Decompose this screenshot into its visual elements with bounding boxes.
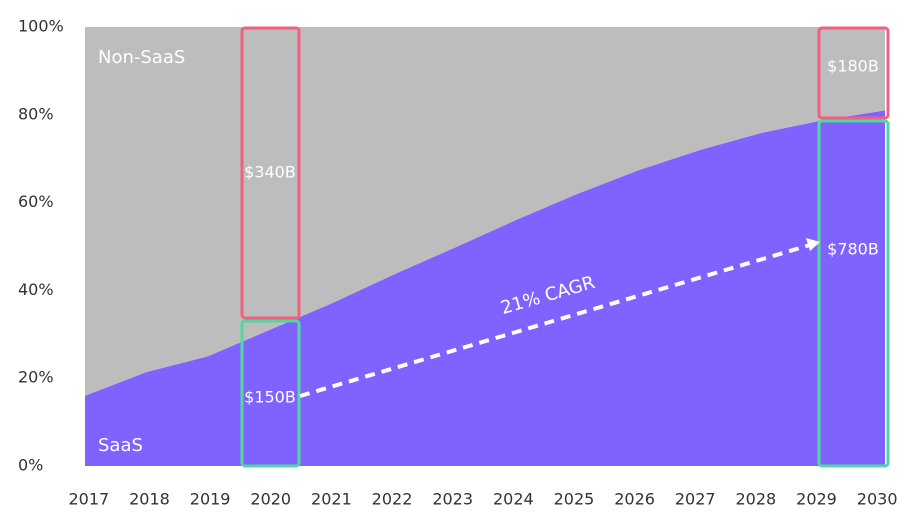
highlight-box [817,119,890,468]
x-tick-label: 2026 [614,490,655,509]
annotation: $180B [827,57,879,76]
y-tick-label: 0% [18,456,43,475]
x-tick-label: 2029 [796,490,837,509]
x-tick-label: 2024 [493,490,534,509]
annotation: $780B [827,240,879,259]
highlight-box [240,26,301,320]
x-tick-label: 2027 [675,490,716,509]
area [85,110,885,466]
x-tick-label: 2019 [190,490,231,509]
arrow-head [806,238,820,251]
x-tick-label: 2017 [68,490,109,509]
cagr-arrow [299,243,811,398]
x-tick-label: 2025 [554,490,595,509]
y-tick-label: 40% [18,280,54,299]
x-tick-label: 2022 [372,490,413,509]
y-tick-label: 60% [18,192,54,211]
y-tick-label: 80% [18,104,54,123]
y-tick-label: 100% [18,17,64,36]
y-tick-label: 20% [18,368,54,387]
x-tick-label: 2021 [311,490,352,509]
annotation: $340B [244,163,296,182]
x-tick-label: 2020 [250,490,291,509]
x-tick-label: 2018 [129,490,170,509]
x-tick-label: 2028 [736,490,777,509]
x-tick-label: 2030 [857,490,898,509]
annotation: $150B [244,388,296,407]
area [85,27,885,396]
x-tick-label: 2023 [432,490,473,509]
highlight-box [240,319,301,468]
plot [85,27,885,466]
legend-label: SaaS [98,435,143,456]
highlight-box [817,26,890,120]
legend-label: Non-SaaS [98,47,185,68]
